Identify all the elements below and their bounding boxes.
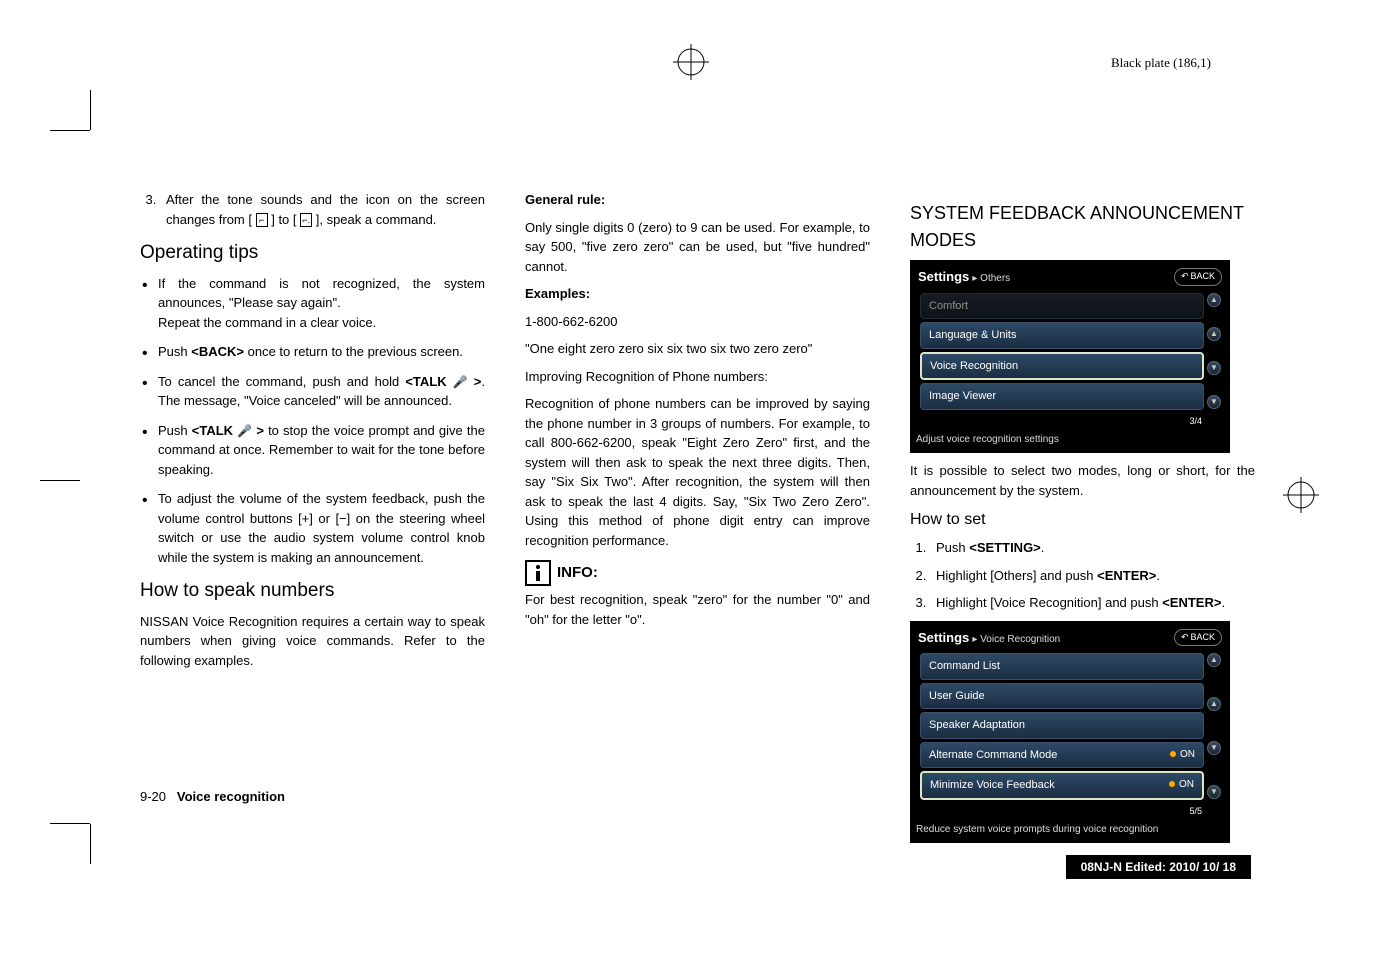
menu-command-list[interactable]: Command List [920,653,1204,680]
talk-icon: 🎤 [453,373,468,391]
pager: 3/4 [916,413,1224,429]
scroll-up-icon[interactable]: ▲ [1207,653,1221,667]
operating-tips-heading: Operating tips [140,239,485,268]
improving-heading: Improving Recognition of Phone numbers: [525,367,870,387]
settings-others-screenshot: Settings ▸ Others ↶ BACK Comfort Languag… [910,260,1230,453]
example-number: 1-800-662-6200 [525,312,870,332]
back-button[interactable]: ↶ BACK [1174,268,1222,286]
scroll-up2-icon[interactable]: ▲ [1207,697,1221,711]
step-3: After the tone sounds and the icon on th… [160,190,485,229]
column-3: SYSTEM FEEDBACK ANNOUNCEMENT MODES Setti… [910,190,1255,851]
examples-heading: Examples: [525,284,870,304]
info-label: INFO: [557,562,598,585]
menu-comfort[interactable]: Comfort [920,293,1204,320]
mic-active-icon: ⌐. [300,213,312,227]
info-icon [525,560,551,586]
mic-ready-icon: ⌐ [256,213,268,227]
general-rule-text: Only single digits 0 (zero) to 9 can be … [525,218,870,277]
scroll-up-icon[interactable]: ▲ [1207,293,1221,307]
pager: 5/5 [916,803,1224,819]
step-highlight-voice: Highlight [Voice Recognition] and push <… [930,593,1255,613]
screenshot-footer: Adjust voice recognition settings [916,428,1224,447]
tip-back: Push <BACK> once to return to the previo… [140,342,485,362]
tip-volume: To adjust the volume of the system feedb… [140,489,485,567]
fold-marker-top [671,42,711,82]
tip-cancel: To cancel the command, push and hold <TA… [140,372,485,411]
settings-voice-screenshot: Settings ▸ Voice Recognition ↶ BACK Comm… [910,621,1230,844]
crop-mark [90,90,91,130]
talk-icon: 🎤 [237,422,252,440]
fold-marker-right [1281,475,1321,515]
modes-text: It is possible to select two modes, long… [910,461,1255,500]
improving-text: Recognition of phone numbers can be impr… [525,394,870,550]
how-to-set-heading: How to set [910,508,1255,532]
tip-stop-prompt: Push <TALK 🎤 > to stop the voice prompt … [140,421,485,480]
page-footer: 9-20 Voice recognition [140,789,285,804]
info-text: For best recognition, speak "zero" for t… [525,590,870,629]
menu-alternate-command[interactable]: Alternate Command ModeON [920,742,1204,769]
general-rule-heading: General rule: [525,190,870,210]
step-push-setting: Push <SETTING>. [930,538,1255,558]
plate-label: Black plate (186,1) [1111,55,1211,71]
tip-not-recognized: If the command is not recognized, the sy… [140,274,485,333]
crop-mark [40,480,80,481]
menu-minimize-voice-feedback[interactable]: Minimize Voice FeedbackON [920,771,1204,800]
speak-numbers-heading: How to speak numbers [140,577,485,606]
menu-language-units[interactable]: Language & Units [920,322,1204,349]
scroll-down-icon[interactable]: ▼ [1207,361,1221,375]
menu-image-viewer[interactable]: Image Viewer [920,383,1204,410]
menu-speaker-adaptation[interactable]: Speaker Adaptation [920,712,1204,739]
crop-mark [50,130,90,131]
column-1: After the tone sounds and the icon on th… [140,190,485,851]
scroll-down2-icon[interactable]: ▼ [1207,785,1221,799]
menu-voice-recognition[interactable]: Voice Recognition [920,352,1204,381]
scroll-down-icon[interactable]: ▼ [1207,741,1221,755]
screenshot-footer: Reduce system voice prompts during voice… [916,818,1224,837]
edit-stamp: 08NJ-N Edited: 2010/ 10/ 18 [1066,855,1251,879]
menu-user-guide[interactable]: User Guide [920,683,1204,710]
crop-mark [90,824,91,864]
column-2: General rule: Only single digits 0 (zero… [525,190,870,851]
step-highlight-others: Highlight [Others] and push <ENTER>. [930,566,1255,586]
back-button[interactable]: ↶ BACK [1174,629,1222,647]
system-feedback-heading: SYSTEM FEEDBACK ANNOUNCEMENT MODES [910,200,1255,254]
crop-mark [50,823,90,824]
speak-numbers-text: NISSAN Voice Recognition requires a cert… [140,612,485,671]
scroll-down2-icon[interactable]: ▼ [1207,395,1221,409]
example-spoken: "One eight zero zero six six two six two… [525,339,870,359]
scroll-up2-icon[interactable]: ▲ [1207,327,1221,341]
